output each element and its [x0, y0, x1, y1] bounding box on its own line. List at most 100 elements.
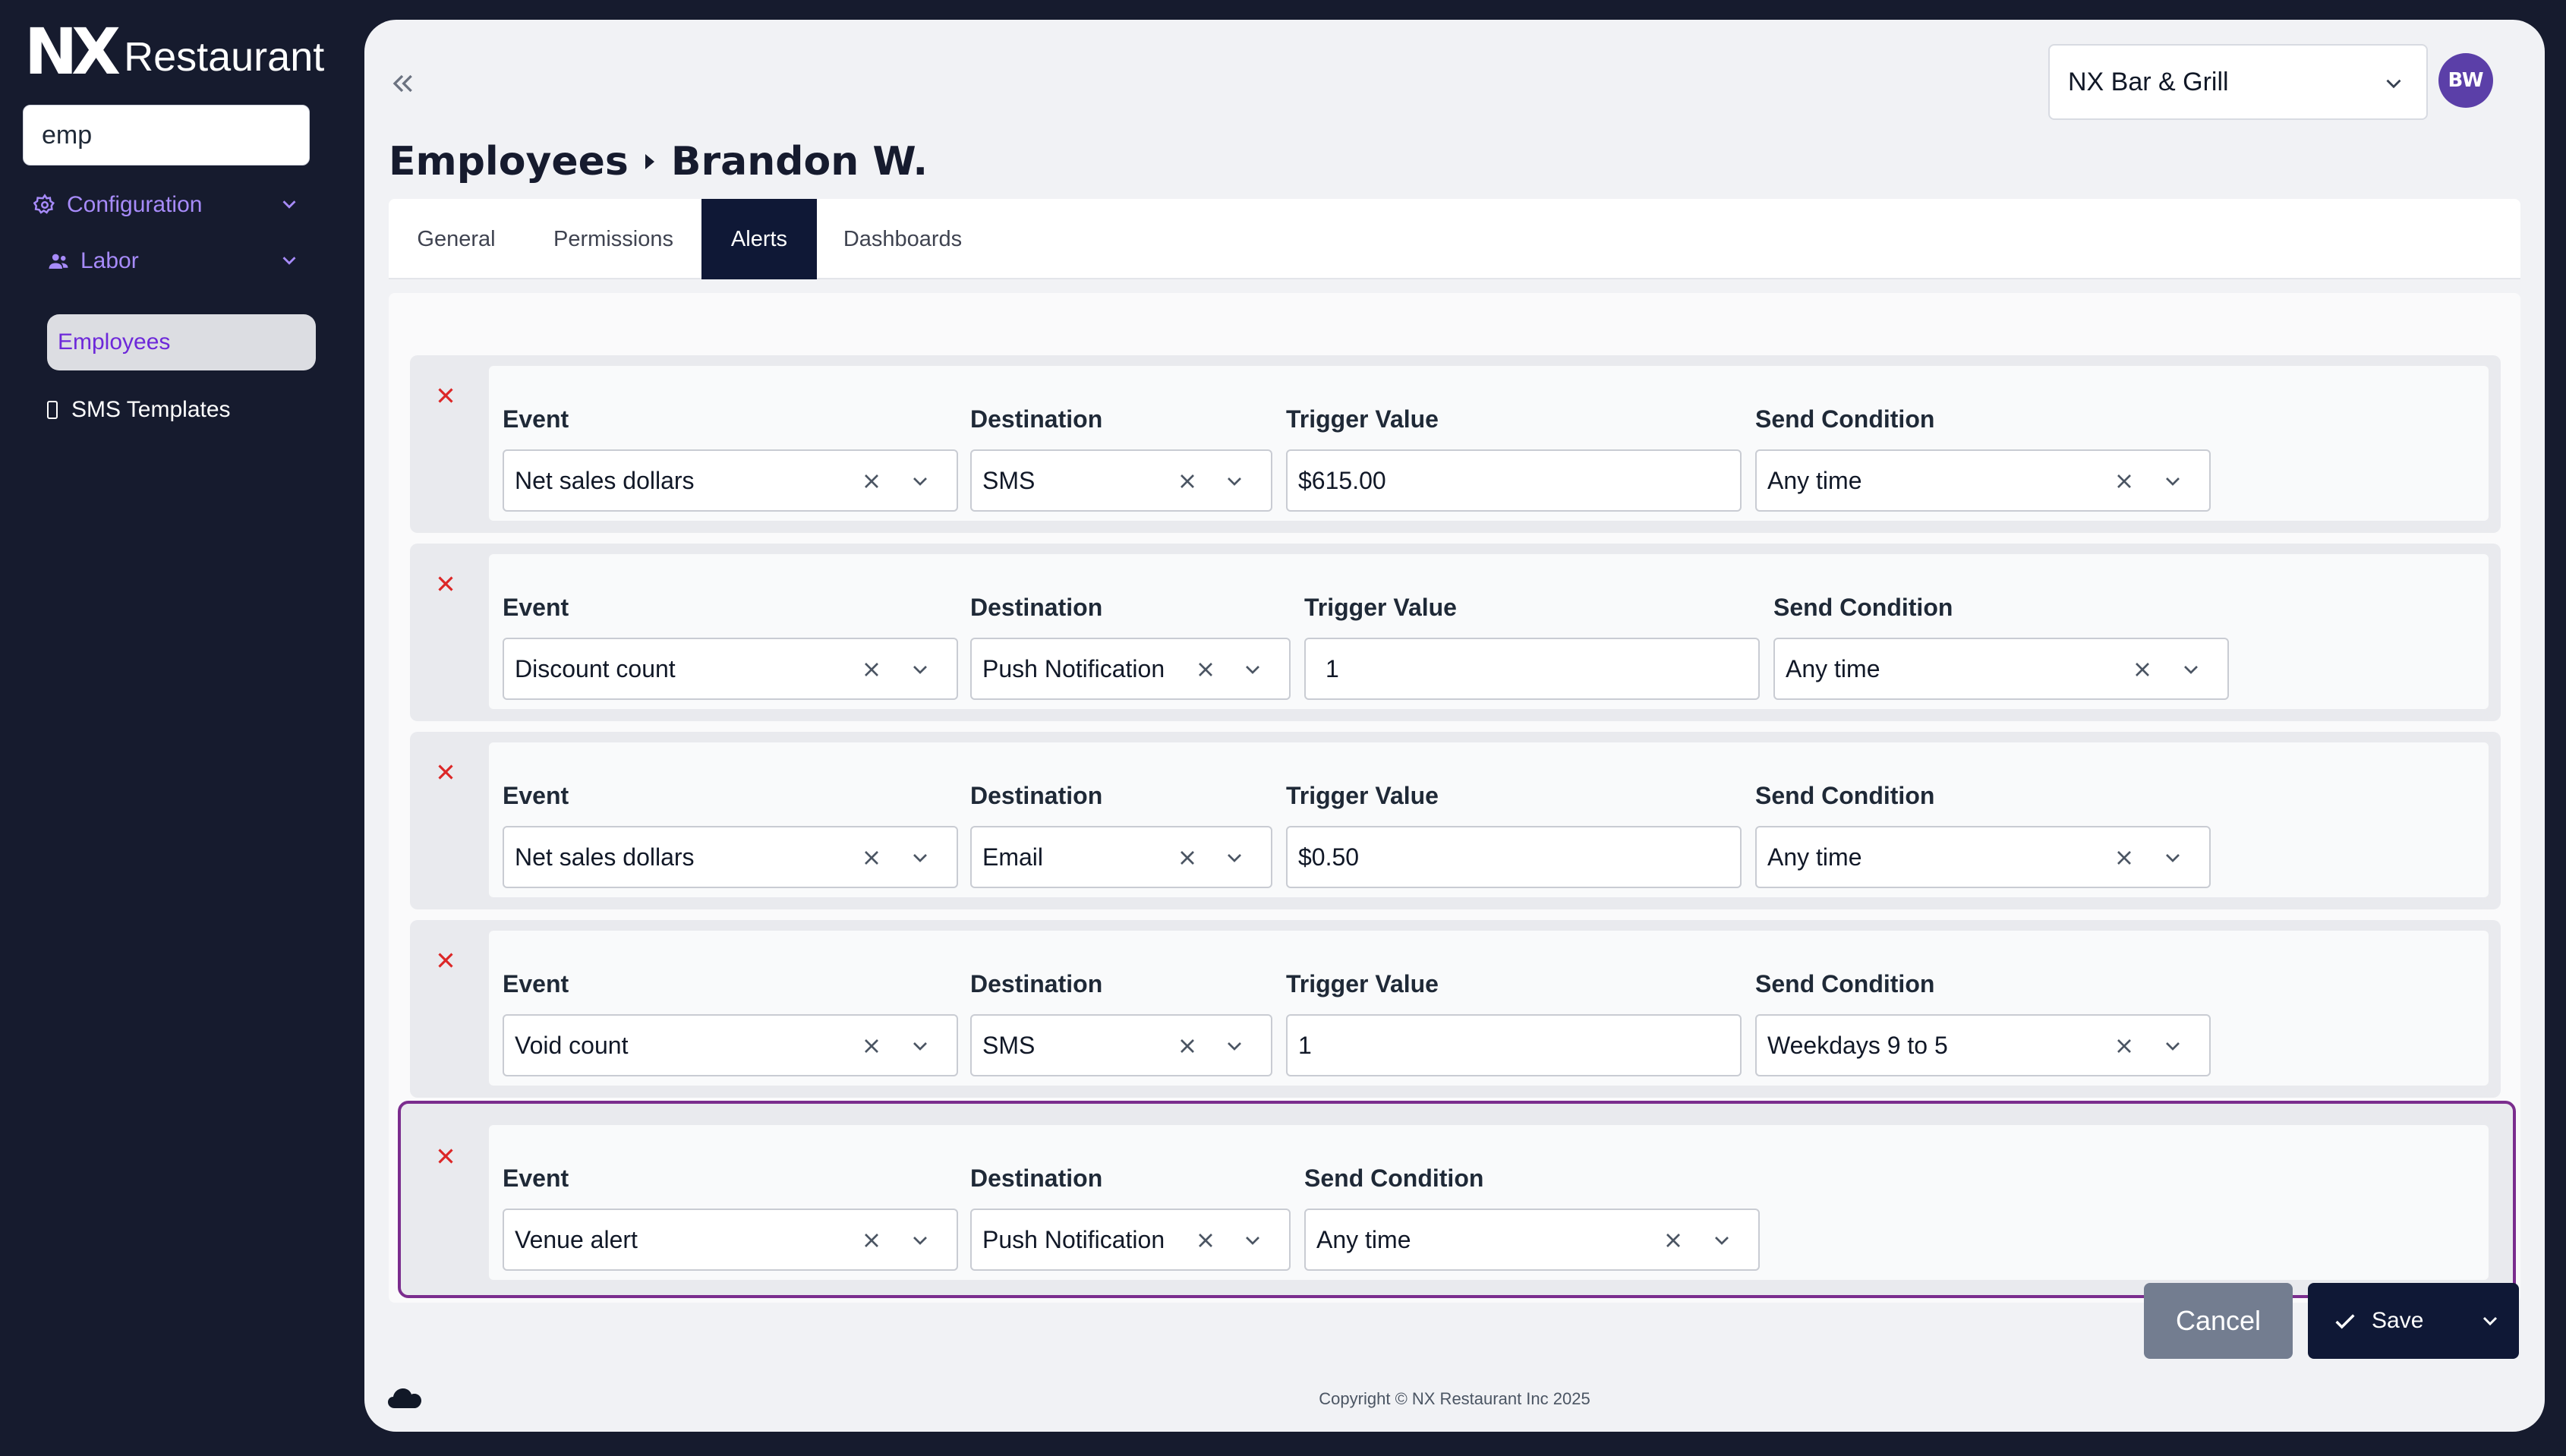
trigger-value-label: Trigger Value [1304, 594, 1457, 621]
tab-permissions[interactable]: Permissions [553, 227, 673, 251]
clear-icon[interactable] [1175, 846, 1199, 870]
cancel-button[interactable]: Cancel [2144, 1283, 2293, 1359]
event-select[interactable]: Net sales dollars [503, 449, 958, 512]
chevron-down-icon[interactable] [908, 657, 932, 682]
clear-icon[interactable] [1175, 1034, 1199, 1058]
delete-alert-icon[interactable] [433, 1143, 459, 1169]
clear-icon[interactable] [2112, 469, 2136, 493]
clear-icon[interactable] [2112, 846, 2136, 870]
chevron-down-icon[interactable] [2161, 1034, 2185, 1058]
send-condition-label: Send Condition [1773, 594, 1953, 621]
clear-icon[interactable] [2112, 1034, 2136, 1058]
destination-value: Email [982, 843, 1044, 871]
chevron-down-icon[interactable] [908, 846, 932, 870]
sidebar-group-labor[interactable]: Labor [47, 238, 296, 284]
phone-icon [47, 401, 58, 419]
sidebar-group-configuration[interactable]: Configuration [33, 182, 296, 228]
sidebar-item-label: SMS Templates [71, 397, 231, 422]
chevron-down-icon[interactable] [2161, 469, 2185, 493]
sidebar-item-employees[interactable]: Employees [47, 314, 316, 370]
send-condition-field: Send Condition Any time [1773, 592, 2229, 700]
clear-icon[interactable] [859, 469, 884, 493]
send-condition-select[interactable]: Any time [1773, 638, 2229, 700]
destination-label: Destination [970, 594, 1103, 621]
trigger-value-label: Trigger Value [1286, 405, 1439, 433]
breadcrumb-parent[interactable]: Employees [389, 139, 629, 184]
chevron-down-icon[interactable] [1240, 657, 1265, 682]
tab-dashboards[interactable]: Dashboards [843, 227, 963, 251]
chevron-down-icon[interactable] [908, 1034, 932, 1058]
event-select[interactable]: Void count [503, 1014, 958, 1076]
clear-icon[interactable] [859, 657, 884, 682]
event-select[interactable]: Venue alert [503, 1209, 958, 1271]
event-field: Event Net sales dollars [503, 780, 958, 888]
send-condition-select[interactable]: Any time [1755, 449, 2211, 512]
tab-alerts[interactable]: Alerts [701, 199, 817, 279]
destination-select[interactable]: Push Notification [970, 1209, 1291, 1271]
send-condition-value: Any time [1316, 1226, 1411, 1253]
destination-select[interactable]: Email [970, 826, 1272, 888]
send-condition-select[interactable]: Weekdays 9 to 5 [1755, 1014, 2211, 1076]
chevron-down-icon[interactable] [2161, 846, 2185, 870]
destination-field: Destination Email [970, 780, 1272, 888]
event-value: Void count [515, 1032, 629, 1059]
clear-icon[interactable] [1193, 1228, 1218, 1253]
venue-select-value: NX Bar & Grill [2068, 68, 2229, 96]
clear-icon[interactable] [1661, 1228, 1685, 1253]
trigger-value-input[interactable]: 1 [1304, 638, 1760, 700]
destination-field: Destination SMS [970, 404, 1272, 512]
sidebar-search-input[interactable]: emp [23, 105, 310, 165]
check-icon [2335, 1314, 2355, 1329]
send-condition-select[interactable]: Any time [1304, 1209, 1760, 1271]
save-button[interactable]: Save [2308, 1283, 2519, 1359]
chevron-down-icon[interactable] [2179, 657, 2203, 682]
chevron-down-icon[interactable] [1710, 1228, 1734, 1253]
chevron-down-icon[interactable] [2478, 1309, 2502, 1333]
clear-icon[interactable] [859, 1034, 884, 1058]
avatar[interactable]: BW [2438, 53, 2493, 108]
destination-field: Destination SMS [970, 969, 1272, 1076]
delete-alert-icon[interactable] [433, 571, 459, 597]
clear-icon[interactable] [1193, 657, 1218, 682]
clear-icon[interactable] [2130, 657, 2155, 682]
send-condition-label: Send Condition [1304, 1164, 1484, 1192]
chevron-down-icon[interactable] [1240, 1228, 1265, 1253]
chevron-down-icon[interactable] [1222, 846, 1247, 870]
chevron-down-icon[interactable] [1222, 469, 1247, 493]
send-condition-value: Any time [1767, 843, 1862, 871]
trigger-value-input[interactable]: $615.00 [1286, 449, 1742, 512]
tab-general[interactable]: General [417, 227, 496, 251]
destination-label: Destination [970, 970, 1103, 997]
send-condition-value: Weekdays 9 to 5 [1767, 1032, 1948, 1059]
delete-alert-icon[interactable] [433, 759, 459, 785]
chevron-down-icon[interactable] [908, 469, 932, 493]
delete-alert-icon[interactable] [433, 947, 459, 973]
trigger-value-field: Trigger Value $0.50 [1286, 780, 1742, 888]
event-label: Event [503, 1164, 569, 1192]
send-condition-value: Any time [1767, 467, 1862, 494]
trigger-value-input[interactable]: 1 [1286, 1014, 1742, 1076]
sidebar-item-sms-templates[interactable]: SMS Templates [47, 387, 231, 433]
chevron-down-icon [2386, 79, 2401, 89]
destination-select[interactable]: SMS [970, 1014, 1272, 1076]
chevron-down-icon[interactable] [1222, 1034, 1247, 1058]
breadcrumb-separator-icon [645, 154, 654, 169]
users-icon [49, 254, 68, 269]
trigger-value-input[interactable]: $0.50 [1286, 826, 1742, 888]
clear-icon[interactable] [1175, 469, 1199, 493]
destination-select[interactable]: SMS [970, 449, 1272, 512]
clear-icon[interactable] [859, 1228, 884, 1253]
collapse-sidebar-icon[interactable] [387, 68, 418, 99]
delete-alert-icon[interactable] [433, 383, 459, 408]
destination-select[interactable]: Push Notification [970, 638, 1291, 700]
event-select[interactable]: Net sales dollars [503, 826, 958, 888]
clear-icon[interactable] [859, 846, 884, 870]
event-label: Event [503, 594, 569, 621]
trigger-value-label: Trigger Value [1286, 782, 1439, 809]
cloud-icon [388, 1388, 421, 1408]
venue-select[interactable]: NX Bar & Grill [2048, 44, 2428, 120]
event-select[interactable]: Discount count [503, 638, 958, 700]
send-condition-select[interactable]: Any time [1755, 826, 2211, 888]
logo-text: Restaurant [124, 34, 325, 80]
chevron-down-icon[interactable] [908, 1228, 932, 1253]
